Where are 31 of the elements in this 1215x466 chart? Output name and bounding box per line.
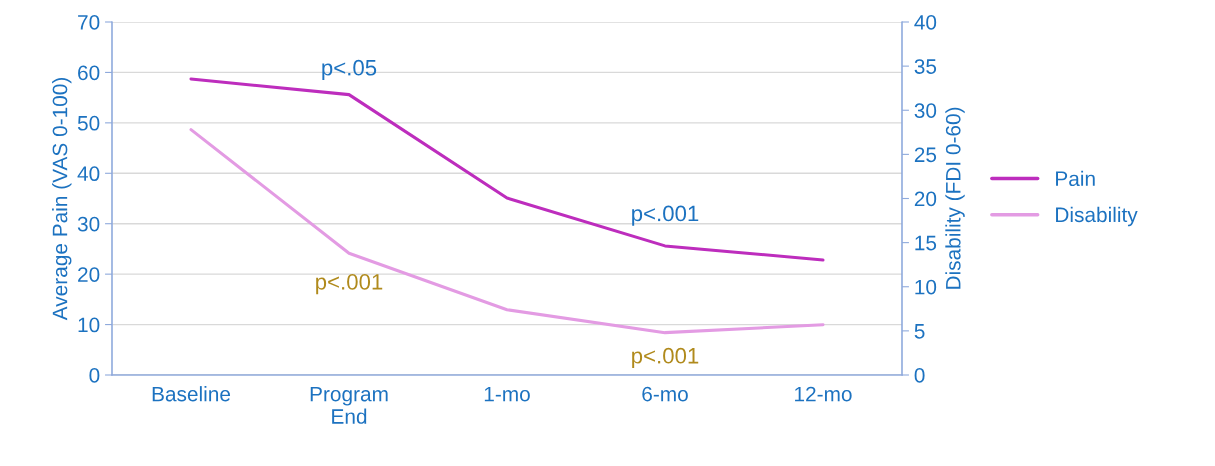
- y2-tick-label: 40: [914, 15, 937, 30]
- y2-tick-label: 5: [914, 324, 925, 339]
- y-tick-label: 0: [89, 368, 100, 383]
- y2-tick-label: 0: [914, 368, 925, 383]
- legend-label: Disability: [1056, 206, 1138, 227]
- y-tick-label: 10: [78, 317, 100, 333]
- y2-tick-label: 20: [914, 191, 937, 207]
- y-axis-title: Average Pain (VAS 0-100): [52, 77, 72, 321]
- legend-label: Pain: [1056, 170, 1095, 187]
- y2-tick-label: 25: [914, 147, 937, 163]
- y2-axis-title: Disability (FDI 0-60): [945, 107, 965, 289]
- y-tick-label: 60: [78, 65, 100, 81]
- annotation: p<.001: [632, 347, 699, 368]
- x-tick-label: 1-mo: [484, 386, 530, 402]
- y-tick-label: 50: [77, 115, 100, 131]
- line-series: [189, 128, 825, 335]
- y-tick-label: 30: [77, 216, 100, 232]
- annotation: p<.001: [632, 205, 699, 226]
- x-tick-label: 12-mo: [795, 386, 852, 402]
- y2-tick-label: 30: [914, 103, 937, 118]
- y-tick-label: 20: [78, 267, 100, 282]
- x-tick-label: Program End: [310, 386, 388, 424]
- y2-tick-label: 15: [915, 235, 937, 251]
- annotation: p<.05: [322, 59, 377, 80]
- x-tick-label: 6-mo: [642, 386, 688, 402]
- y2-tick-label: 35: [914, 59, 937, 74]
- y2-tick-label: 10: [915, 279, 937, 295]
- annotation: p<.001: [316, 274, 383, 295]
- x-tick-label: Baseline: [152, 386, 231, 402]
- y-tick-label: 40: [77, 166, 100, 182]
- y-tick-label: 70: [78, 15, 100, 30]
